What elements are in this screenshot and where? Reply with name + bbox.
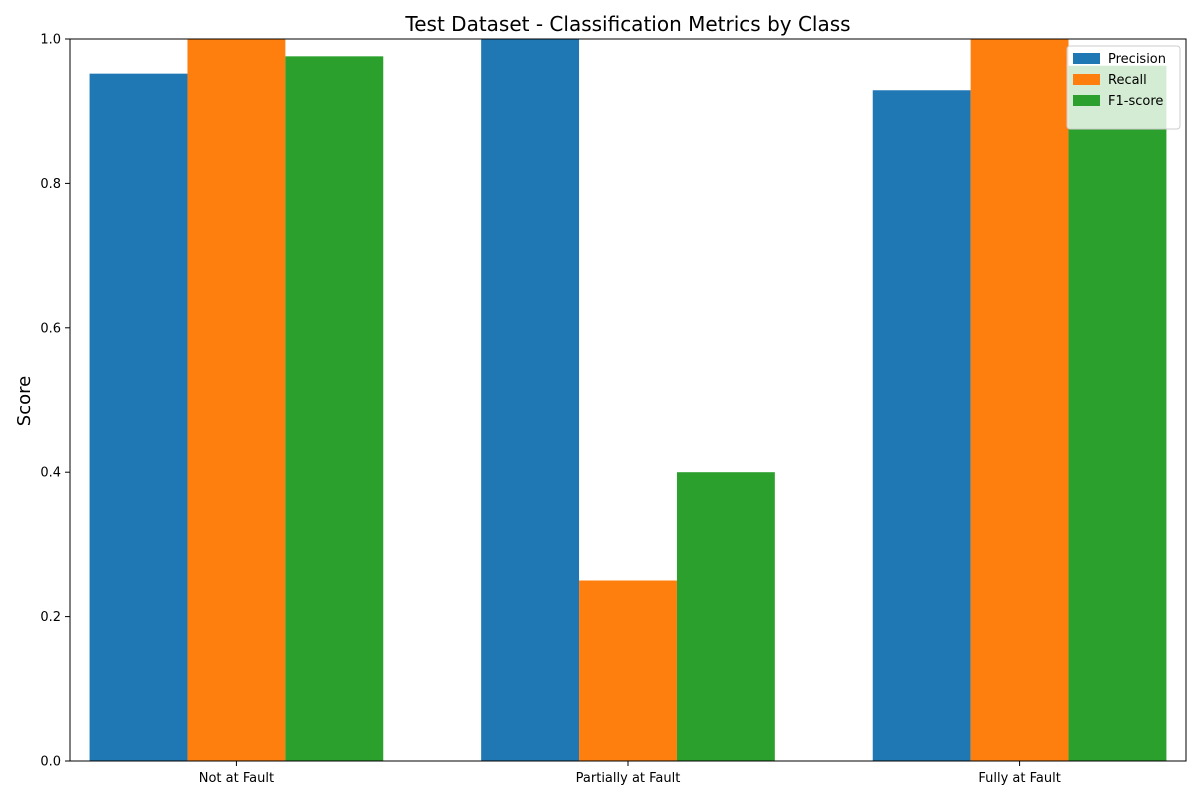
y-axis-label: Score (14, 376, 35, 426)
bar-f1-score-2 (1068, 65, 1167, 761)
y-tick-label: 1.0 (40, 33, 61, 48)
y-axis-ticks: 0.0 0.2 0.4 0.6 0.8 1.0 (40, 33, 70, 770)
y-tick-label: 0.8 (40, 177, 61, 192)
y-tick-label: 0.0 (40, 755, 61, 770)
plot-frame (69, 38, 1187, 762)
bar-precision-0 (89, 73, 188, 761)
legend-swatch-recall (1073, 74, 1100, 85)
legend-swatch-f1-score (1073, 95, 1100, 106)
bar-recall-0 (187, 39, 286, 761)
legend-swatch-precision (1073, 53, 1100, 64)
bar-precision-1 (481, 39, 580, 761)
bar-recall-1 (579, 580, 677, 761)
x-tick-label: Not at Fault (199, 771, 274, 786)
bars-group (89, 39, 1167, 761)
x-axis-ticks: Not at Fault Partially at Fault Fully at F… (199, 761, 1061, 786)
legend-label: Recall (1108, 73, 1147, 88)
bar-f1-score-1 (676, 472, 775, 761)
y-tick-label: 0.2 (40, 610, 61, 625)
legend-label: Precision (1108, 52, 1166, 67)
y-tick-label: 0.4 (40, 466, 61, 481)
bar-recall-2 (970, 39, 1069, 761)
x-tick-label: Fully at Fault (978, 771, 1060, 786)
bar-f1-score-0 (285, 56, 384, 761)
legend-label: F1-score (1108, 94, 1163, 109)
chart-title: Test Dataset - Classification Metrics by… (404, 12, 850, 36)
x-tick-label: Partially at Fault (576, 771, 681, 786)
bar-precision-2 (872, 90, 971, 761)
y-tick-label: 0.6 (40, 321, 61, 336)
legend: Precision Recall F1-score (1066, 45, 1181, 130)
legend-box (1066, 45, 1181, 130)
